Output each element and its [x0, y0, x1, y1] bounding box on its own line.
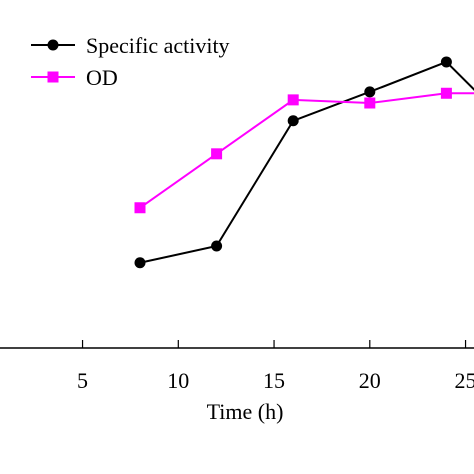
- legend-marker: [47, 39, 59, 51]
- axes: 5 10 15 20 25 Time (h): [0, 340, 474, 424]
- x-tick-label: 10: [167, 368, 189, 393]
- data-point: [287, 94, 299, 106]
- data-point: [134, 257, 146, 269]
- series-0: [134, 56, 474, 269]
- legend-entry: Specific activity: [31, 33, 230, 58]
- x-tick-label: 5: [77, 368, 88, 393]
- data-point: [211, 240, 223, 252]
- x-tick-label: 25: [455, 368, 474, 393]
- data-point: [134, 202, 146, 214]
- x-tick-label: 15: [263, 368, 285, 393]
- x-axis-label: Time (h): [207, 399, 284, 424]
- series-1: [134, 87, 474, 214]
- data-point: [364, 97, 376, 109]
- data-point: [440, 87, 452, 99]
- legend: Specific activity OD: [31, 33, 230, 90]
- data-point: [287, 115, 299, 127]
- legend-marker: [47, 71, 59, 83]
- series-layer: [134, 56, 474, 269]
- x-ticks: 5 10 15 20 25: [77, 340, 474, 393]
- legend-label: Specific activity: [86, 33, 230, 58]
- data-point: [440, 56, 452, 68]
- legend-entry: OD: [31, 65, 118, 90]
- x-tick-label: 20: [359, 368, 381, 393]
- data-point: [211, 148, 223, 160]
- series-line: [139, 60, 474, 264]
- series-line: [139, 92, 474, 209]
- data-point: [364, 86, 376, 98]
- legend-label: OD: [86, 65, 118, 90]
